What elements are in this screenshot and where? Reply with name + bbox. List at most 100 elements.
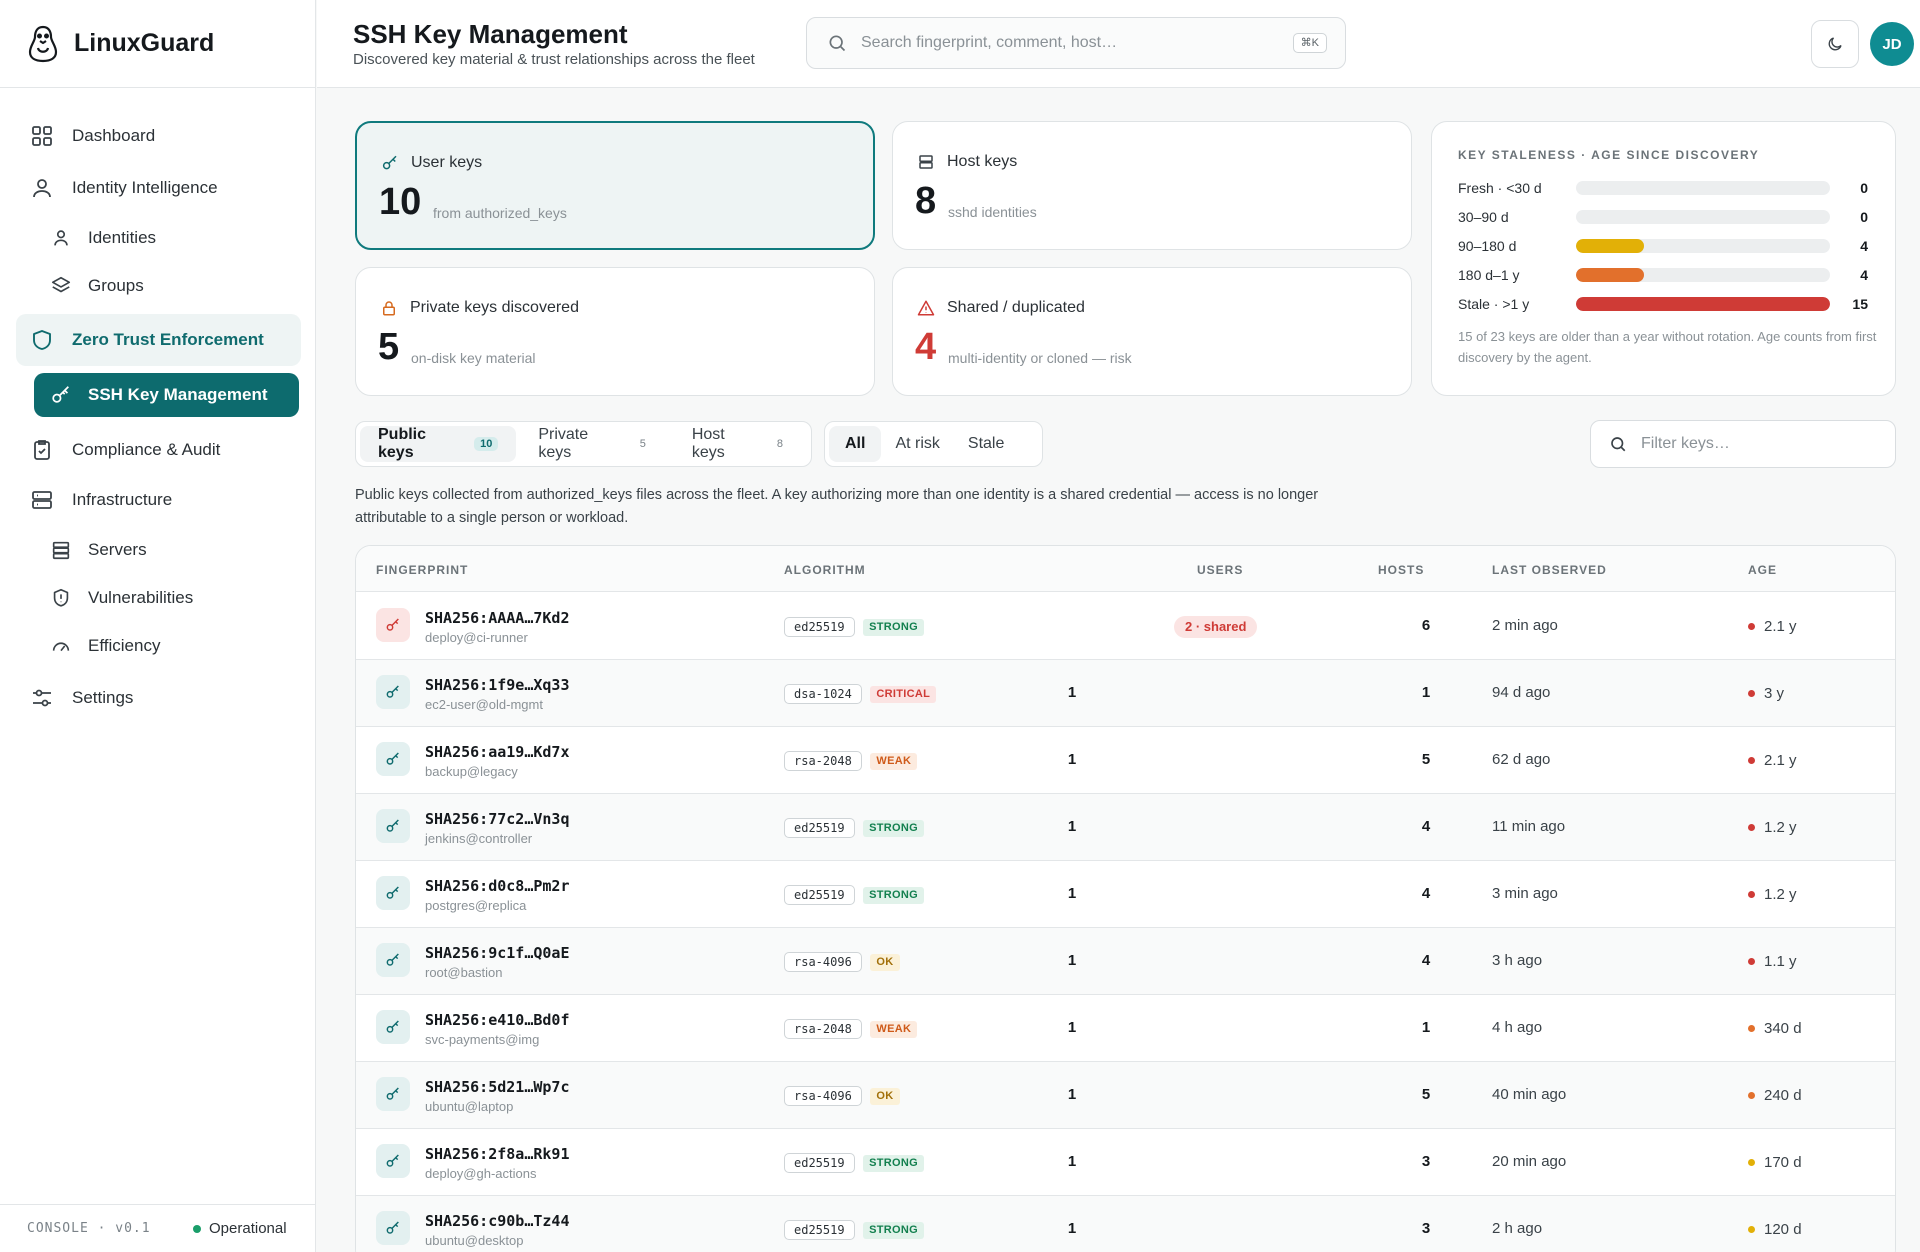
age-value: 2.1 y — [1764, 752, 1797, 769]
age-status-dot — [1748, 824, 1755, 831]
table-row[interactable]: SHA256:e410…Bd0f svc-payments@img rsa-20… — [356, 995, 1895, 1062]
theme-toggle-button[interactable] — [1811, 20, 1859, 68]
tab-public-keys[interactable]: Public keys 10 — [360, 426, 517, 462]
key-fingerprint[interactable]: SHA256:9c1f…Q0aE — [425, 944, 570, 962]
strength-badge: STRONG — [863, 820, 924, 837]
card-shared-duplicated[interactable]: Shared / duplicated 4 multi-identity or … — [892, 267, 1412, 396]
strength-badge: STRONG — [863, 619, 924, 636]
nav-label: Compliance & Audit — [72, 440, 221, 459]
nav-settings[interactable]: Settings — [16, 672, 301, 724]
staleness-label: Fresh · <30 d — [1458, 180, 1542, 196]
age-status-dot — [1748, 1226, 1755, 1233]
filter-at-risk[interactable]: At risk — [895, 435, 940, 452]
age-status-dot — [1748, 1092, 1755, 1099]
gauge-icon — [52, 642, 70, 652]
tab-count-badge: 5 — [639, 438, 646, 450]
key-icon — [386, 685, 399, 698]
key-comment: deploy@ci-runner — [425, 630, 528, 645]
nav-dashboard[interactable]: Dashboard — [16, 110, 301, 162]
user-icon — [54, 230, 68, 246]
age-value: 3 y — [1764, 685, 1785, 702]
tab-host-keys[interactable]: Host keys 8 — [674, 426, 807, 462]
nav-zero-trust-enforcement[interactable]: Zero Trust Enforcement — [16, 314, 301, 366]
key-fingerprint[interactable]: SHA256:AAAA…7Kd2 — [425, 609, 570, 627]
table-row[interactable]: SHA256:9c1f…Q0aE root@bastion rsa-4096 O… — [356, 928, 1895, 995]
staleness-label: Stale · >1 y — [1458, 296, 1530, 312]
nav-compliance-audit[interactable]: Compliance & Audit — [16, 424, 301, 476]
key-icon — [386, 1221, 399, 1234]
key-fingerprint[interactable]: SHA256:1f9e…Xq33 — [425, 676, 570, 694]
col-age[interactable]: AGE — [1748, 563, 1778, 577]
tab-private-keys[interactable]: Private keys 5 — [520, 426, 670, 462]
key-icon — [386, 886, 399, 899]
filter-keys-input[interactable]: Filter keys… — [1590, 420, 1896, 468]
age-value: 240 d — [1764, 1087, 1802, 1104]
global-search-input[interactable]: Search fingerprint, comment, host… ⌘K — [806, 17, 1346, 69]
staleness-count: 4 — [1860, 238, 1868, 254]
algorithm-badge: rsa-4096 — [784, 952, 862, 972]
key-fingerprint[interactable]: SHA256:c90b…Tz44 — [425, 1212, 570, 1230]
key-age: 1.1 y — [1748, 953, 1797, 970]
col-hosts[interactable]: HOSTS — [1378, 563, 1425, 577]
algorithm-badge: ed25519 — [784, 885, 855, 905]
nav-efficiency[interactable]: Efficiency — [34, 622, 299, 670]
nav-servers[interactable]: Servers — [34, 526, 299, 574]
layers-icon — [51, 276, 71, 293]
card-private-keys[interactable]: Private keys discovered 5 on-disk key ma… — [355, 267, 875, 396]
filter-stale[interactable]: Stale — [967, 435, 1005, 452]
nav-infrastructure[interactable]: Infrastructure — [16, 474, 301, 526]
tab-label: Public keys — [378, 426, 427, 461]
nav-vulnerabilities[interactable]: Vulnerabilities — [34, 574, 299, 622]
shield-alert-icon — [53, 588, 69, 607]
table-row[interactable]: SHA256:77c2…Vn3q jenkins@controller ed25… — [356, 794, 1895, 861]
table-row[interactable]: SHA256:aa19…Kd7x backup@legacy rsa-2048 … — [356, 727, 1895, 794]
key-fingerprint[interactable]: SHA256:d0c8…Pm2r — [425, 877, 570, 895]
key-comment: svc-payments@img — [425, 1032, 540, 1047]
staleness-track — [1576, 239, 1830, 253]
strength-badge: OK — [870, 1088, 900, 1105]
key-fingerprint[interactable]: SHA256:aa19…Kd7x — [425, 743, 570, 761]
table-row[interactable]: SHA256:5d21…Wp7c ubuntu@laptop rsa-4096 … — [356, 1062, 1895, 1129]
filter-all[interactable]: All — [829, 426, 882, 462]
search-icon — [829, 35, 846, 52]
nav-identity-intelligence[interactable]: Identity Intelligence — [16, 162, 301, 214]
card-label: User keys — [381, 154, 482, 172]
users-count: 1 — [1067, 1086, 1077, 1103]
key-fingerprint[interactable]: SHA256:77c2…Vn3q — [425, 810, 570, 828]
sidebar-footer: CONSOLE · v0.1 Operational — [0, 1204, 316, 1252]
brand[interactable]: LinuxGuard — [0, 0, 315, 88]
nav-identities[interactable]: Identities — [34, 214, 299, 262]
col-users[interactable]: USERS — [1197, 563, 1244, 577]
col-algorithm[interactable]: ALGORITHM — [784, 563, 866, 577]
nav-groups[interactable]: Groups — [34, 262, 299, 310]
age-value: 340 d — [1764, 1020, 1802, 1037]
table-row[interactable]: SHA256:d0c8…Pm2r postgres@replica ed2551… — [356, 861, 1895, 928]
user-avatar[interactable]: JD — [1870, 22, 1914, 66]
staleness-count: 15 — [1852, 296, 1868, 312]
table-row[interactable]: SHA256:1f9e…Xq33 ec2-user@old-mgmt dsa-1… — [356, 660, 1895, 727]
card-host-keys[interactable]: Host keys 8 sshd identities — [892, 121, 1412, 250]
key-fingerprint[interactable]: SHA256:5d21…Wp7c — [425, 1078, 570, 1096]
staleness-track — [1576, 297, 1830, 311]
key-age: 2.1 y — [1748, 752, 1797, 769]
col-last-observed[interactable]: LAST OBSERVED — [1492, 563, 1607, 577]
col-fingerprint[interactable]: FINGERPRINT — [376, 563, 469, 577]
card-note: from authorized_keys — [433, 205, 567, 221]
status-text: Operational — [209, 1220, 287, 1237]
card-user-keys[interactable]: User keys 10 from authorized_keys — [355, 121, 875, 250]
card-label: Host keys — [917, 153, 1017, 171]
nav-ssh-key-management[interactable]: SSH Key Management — [34, 373, 299, 417]
age-status-dot — [1748, 1025, 1755, 1032]
key-icon-badge — [376, 1010, 410, 1044]
table-row[interactable]: SHA256:AAAA…7Kd2 deploy@ci-runner ed2551… — [356, 593, 1895, 660]
table-row[interactable]: SHA256:2f8a…Rk91 deploy@gh-actions ed255… — [356, 1129, 1895, 1196]
key-icon — [382, 155, 397, 170]
key-fingerprint[interactable]: SHA256:2f8a…Rk91 — [425, 1145, 570, 1163]
staleness-label: 180 d–1 y — [1458, 267, 1520, 283]
key-fingerprint[interactable]: SHA256:e410…Bd0f — [425, 1011, 570, 1029]
key-comment: jenkins@controller — [425, 831, 533, 846]
table-row[interactable]: SHA256:c90b…Tz44 ubuntu@desktop ed25519 … — [356, 1196, 1895, 1252]
card-note: multi-identity or cloned — risk — [948, 350, 1132, 366]
sidebar: LinuxGuard Dashboard Identity Intelligen… — [0, 0, 316, 1252]
algorithm-badge: ed25519 — [784, 1220, 855, 1240]
